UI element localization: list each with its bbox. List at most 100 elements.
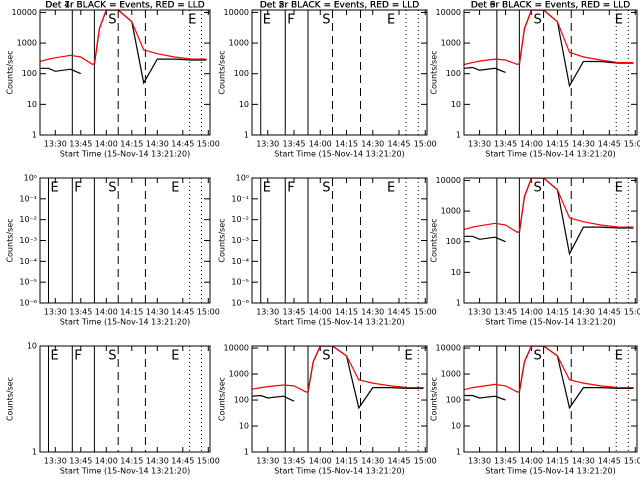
annotation: E [387,13,395,28]
chart-title: Det 6r BLACK = Events, RED = LLD [471,1,630,11]
x-axis-label: Start Time (15-Nov-14 13:21:20) [485,467,615,476]
panel: Det 3r BLACK = Events, RED = LLD Start Ti… [430,1,640,159]
y-tick-label: 1 [244,448,249,457]
x-tick-label: 14:15 [546,140,569,149]
plot-frame [251,9,428,136]
y-tick-label: 1000 [229,39,249,48]
y-tick-label: 100 [446,396,461,405]
x-axis-label: Start Time (15-Nov-14 13:21:20) [274,467,404,476]
annotation: F [74,349,81,364]
annotation: E [405,349,413,364]
x-tick-label: 14:30 [146,457,169,466]
series-line [464,10,634,66]
y-tick-label: 1000 [441,370,461,379]
y-tick-label: 10⁻² [231,215,249,224]
y-tick-label: 10 [27,100,37,109]
series-line [40,10,207,66]
plot-frame [39,9,211,136]
x-tick-label: 15:00 [197,308,220,317]
y-tick-label: 10 [451,268,461,277]
x-tick-label: 13:30 [44,457,67,466]
x-tick-label: 14:30 [361,457,384,466]
x-tick-label: 13:45 [69,308,92,317]
x-tick-label: 14:15 [546,308,569,317]
y-tick-label: 100 [234,69,249,78]
y-tick-label: 10⁰ [236,174,249,183]
annotation: E [387,181,395,196]
x-tick-label: 15:00 [414,140,437,149]
x-tick-label: 15:00 [197,457,220,466]
annotation: S [108,349,116,364]
x-tick-label: 14:30 [572,308,595,317]
x-tick-label: 14:00 [309,140,332,149]
x-tick-label: 14:15 [120,140,143,149]
x-tick-label: 14:00 [95,308,118,317]
annotation: S [108,181,116,196]
x-tick-label: 14:00 [520,308,543,317]
y-tick-label: 10⁻⁴ [19,257,37,266]
x-tick-label: 14:15 [335,140,358,149]
y-tick-label: 10⁻² [19,215,37,224]
plot-frame [251,177,428,304]
x-tick-label: 14:00 [520,457,543,466]
annotation: S [322,181,330,196]
y-axis-label: Counts/sec [218,377,227,421]
annotation: E [51,181,59,196]
y-tick-label: 10000 [436,344,461,353]
series-line [40,10,207,85]
annotation: E [615,181,623,196]
y-tick-label: 1 [456,299,461,308]
annotation: F [287,13,294,28]
panel: Det 8r BLACK = Events, RED = LLD Start Ti… [218,1,437,476]
x-tick-label: 14:30 [146,140,169,149]
y-axis-label: Counts/sec [430,50,439,94]
x-tick-label: 13:30 [468,457,491,466]
y-tick-label: 10000 [436,176,461,185]
chart-title: Det 9r BLACK = Events, RED = LLD [471,1,630,11]
x-tick-label: 13:45 [69,457,92,466]
y-tick-label: 1 [456,448,461,457]
annotation: F [287,181,294,196]
x-tick-label: 13:45 [282,308,305,317]
annotation: E [615,13,623,28]
annotation: S [322,13,330,28]
y-tick-label: 10⁻⁴ [231,257,249,266]
series-line [464,346,634,410]
series-line [464,346,634,393]
panel: Det 5r BLACK = Events, RED = LLD Start Ti… [218,1,437,327]
x-tick-label: 14:45 [598,308,621,317]
x-tick-label: 13:30 [256,457,279,466]
x-tick-label: 14:00 [309,308,332,317]
panel: Det 9r BLACK = Events, RED = LLD Start Ti… [430,1,640,476]
x-tick-label: 13:30 [44,308,67,317]
annotation: E [171,181,179,196]
y-axis-label: Counts/sec [218,50,227,94]
x-tick-label: 14:15 [120,457,143,466]
x-axis-label: Start Time (15-Nov-14 13:21:20) [60,318,190,327]
x-tick-label: 13:30 [44,140,67,149]
y-tick-label: 10⁻⁵ [19,278,37,287]
y-tick-label: 10⁰ [24,174,37,183]
chart-title: Det 4r BLACK = Events, RED = LLD [45,1,204,11]
chart-title: Det 2r BLACK = Events, RED = LLD [260,1,419,11]
panel: Det 2r BLACK = Events, RED = LLD Start Ti… [218,1,437,159]
series-line [252,346,424,393]
chart-title: Det 5r BLACK = Events, RED = LLD [260,1,419,11]
x-tick-label: 14:00 [95,140,118,149]
x-tick-label: 13:30 [256,308,279,317]
x-tick-label: 13:30 [256,140,279,149]
y-tick-label: 10⁻¹ [231,194,249,203]
x-tick-label: 13:45 [282,457,305,466]
x-tick-label: 14:15 [546,457,569,466]
y-tick-label: 10000 [224,8,249,17]
y-axis-label: Counts/sec [430,218,439,262]
y-tick-label: 100 [446,69,461,78]
y-tick-label: 10000 [436,8,461,17]
y-tick-label: 1000 [229,370,249,379]
y-tick-label: 10⁻³ [231,236,249,245]
y-tick-label: 1 [32,448,37,457]
x-tick-label: 15:00 [414,457,437,466]
x-tick-label: 14:00 [309,457,332,466]
annotation: S [108,13,116,28]
